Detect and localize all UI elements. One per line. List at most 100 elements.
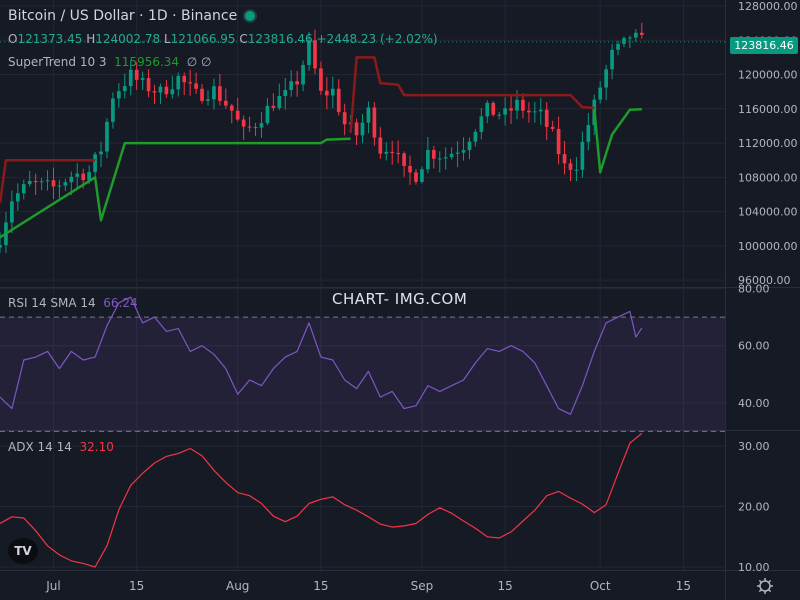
candle-down: [396, 153, 400, 155]
candle-up: [610, 49, 614, 70]
candle-up: [449, 153, 454, 158]
candle-up: [628, 37, 632, 39]
candle-down: [336, 88, 341, 113]
candle-up: [158, 86, 163, 93]
candle-up: [39, 181, 44, 183]
supertrend-legend[interactable]: SuperTrend 10 3 115956.34 ∅ ∅: [8, 55, 211, 69]
x-tick-label: Aug: [226, 579, 249, 593]
candle-up: [259, 123, 264, 128]
candle-up: [289, 81, 294, 91]
price-y-tick-label: 104000.00: [738, 206, 798, 219]
candle-up: [586, 125, 591, 142]
candle-down: [378, 137, 383, 154]
market-status-icon: [243, 9, 258, 23]
candle-down: [200, 88, 204, 101]
candle-up: [515, 99, 519, 111]
rsi-value: 66.24: [103, 296, 138, 310]
candle-up: [461, 150, 466, 153]
candle-down: [431, 150, 436, 159]
adx-line: [0, 432, 643, 568]
gear-tooth: [758, 579, 762, 583]
candle-down: [134, 69, 139, 80]
candle-up: [21, 184, 26, 194]
price-y-tick-label: 100000.00: [738, 240, 798, 253]
gear-tooth: [758, 589, 762, 593]
candle-up: [75, 173, 80, 177]
candle-up: [117, 91, 121, 99]
candle-down: [342, 112, 347, 125]
candle-up: [604, 69, 608, 88]
candle-up: [140, 78, 145, 80]
supertrend-value: 115956.34: [114, 55, 180, 69]
candle-down: [319, 68, 323, 91]
candle-down: [568, 163, 573, 170]
candle-down: [354, 122, 359, 136]
adx-legend[interactable]: ADX 14 14 32.10: [8, 440, 114, 454]
candle-up: [497, 114, 502, 116]
candle-up: [479, 116, 484, 132]
candle-down: [81, 173, 86, 181]
candle-up: [10, 201, 14, 223]
candle-down: [223, 100, 228, 106]
candle-down: [325, 90, 329, 96]
candle-down: [639, 32, 644, 35]
candle-up: [538, 109, 543, 112]
candle-down: [241, 119, 246, 127]
candle-down: [521, 99, 525, 111]
candle-up: [176, 75, 181, 90]
rsi-line: [0, 296, 643, 415]
candle-down: [253, 127, 258, 129]
candle-up: [87, 172, 91, 181]
x-tick-label: 15: [676, 579, 691, 593]
gear-tooth: [768, 589, 772, 593]
price-y-tick-label: 112000.00: [738, 137, 798, 150]
settings-gear-icon[interactable]: [757, 578, 773, 594]
candle-down: [218, 86, 222, 101]
candle-up: [485, 102, 490, 117]
candle-up: [437, 158, 442, 160]
tradingview-logo[interactable]: TV: [8, 538, 38, 564]
candle-up: [473, 131, 478, 142]
candle-up: [265, 105, 270, 124]
adx-y-tick-label: 20.00: [738, 501, 770, 514]
candle-up: [598, 87, 603, 100]
candle-up: [443, 157, 448, 159]
open-value: 121373.45: [17, 32, 83, 46]
candle-up: [307, 40, 311, 65]
x-tick-label: Jul: [45, 579, 60, 593]
candle-up: [63, 182, 68, 186]
x-tick-label: 15: [313, 579, 328, 593]
candle-up: [384, 151, 389, 154]
candle-down: [402, 153, 406, 166]
candle-up: [111, 98, 115, 122]
chart-title: Bitcoin / US Dollar · 1D · Binance: [8, 8, 258, 24]
price-axis-bg: [725, 0, 800, 600]
candle-up: [99, 151, 103, 155]
candle-up: [93, 154, 97, 173]
supertrend-up-line: [0, 137, 351, 239]
candle-down: [146, 78, 151, 92]
candle-up: [366, 107, 371, 123]
supertrend-extra: ∅ ∅: [186, 55, 212, 69]
candle-down: [544, 109, 549, 127]
candle-down: [152, 91, 157, 93]
candle-down: [194, 83, 198, 89]
candle-down: [33, 180, 38, 183]
candle-down: [562, 154, 567, 164]
candle-down: [491, 102, 496, 115]
candle-down: [556, 128, 561, 155]
high-value: 124002.78: [95, 32, 161, 46]
last-price-tag: 123816.46: [730, 37, 798, 54]
rsi-legend[interactable]: RSI 14 SMA 14 66.24: [8, 296, 138, 310]
candle-up: [206, 99, 210, 101]
supertrend-down-line: [349, 56, 595, 133]
candle-down: [51, 180, 56, 187]
rsi-y-tick-label: 40.00: [738, 397, 770, 410]
rsi-y-tick-label: 80.00: [738, 283, 770, 296]
candle-down: [313, 40, 317, 69]
ohlc-readout: O121373.45 H124002.78 L121066.95 C123816…: [8, 32, 438, 46]
candle-up: [580, 141, 585, 170]
rsi-label: RSI 14 SMA 14: [8, 296, 96, 310]
